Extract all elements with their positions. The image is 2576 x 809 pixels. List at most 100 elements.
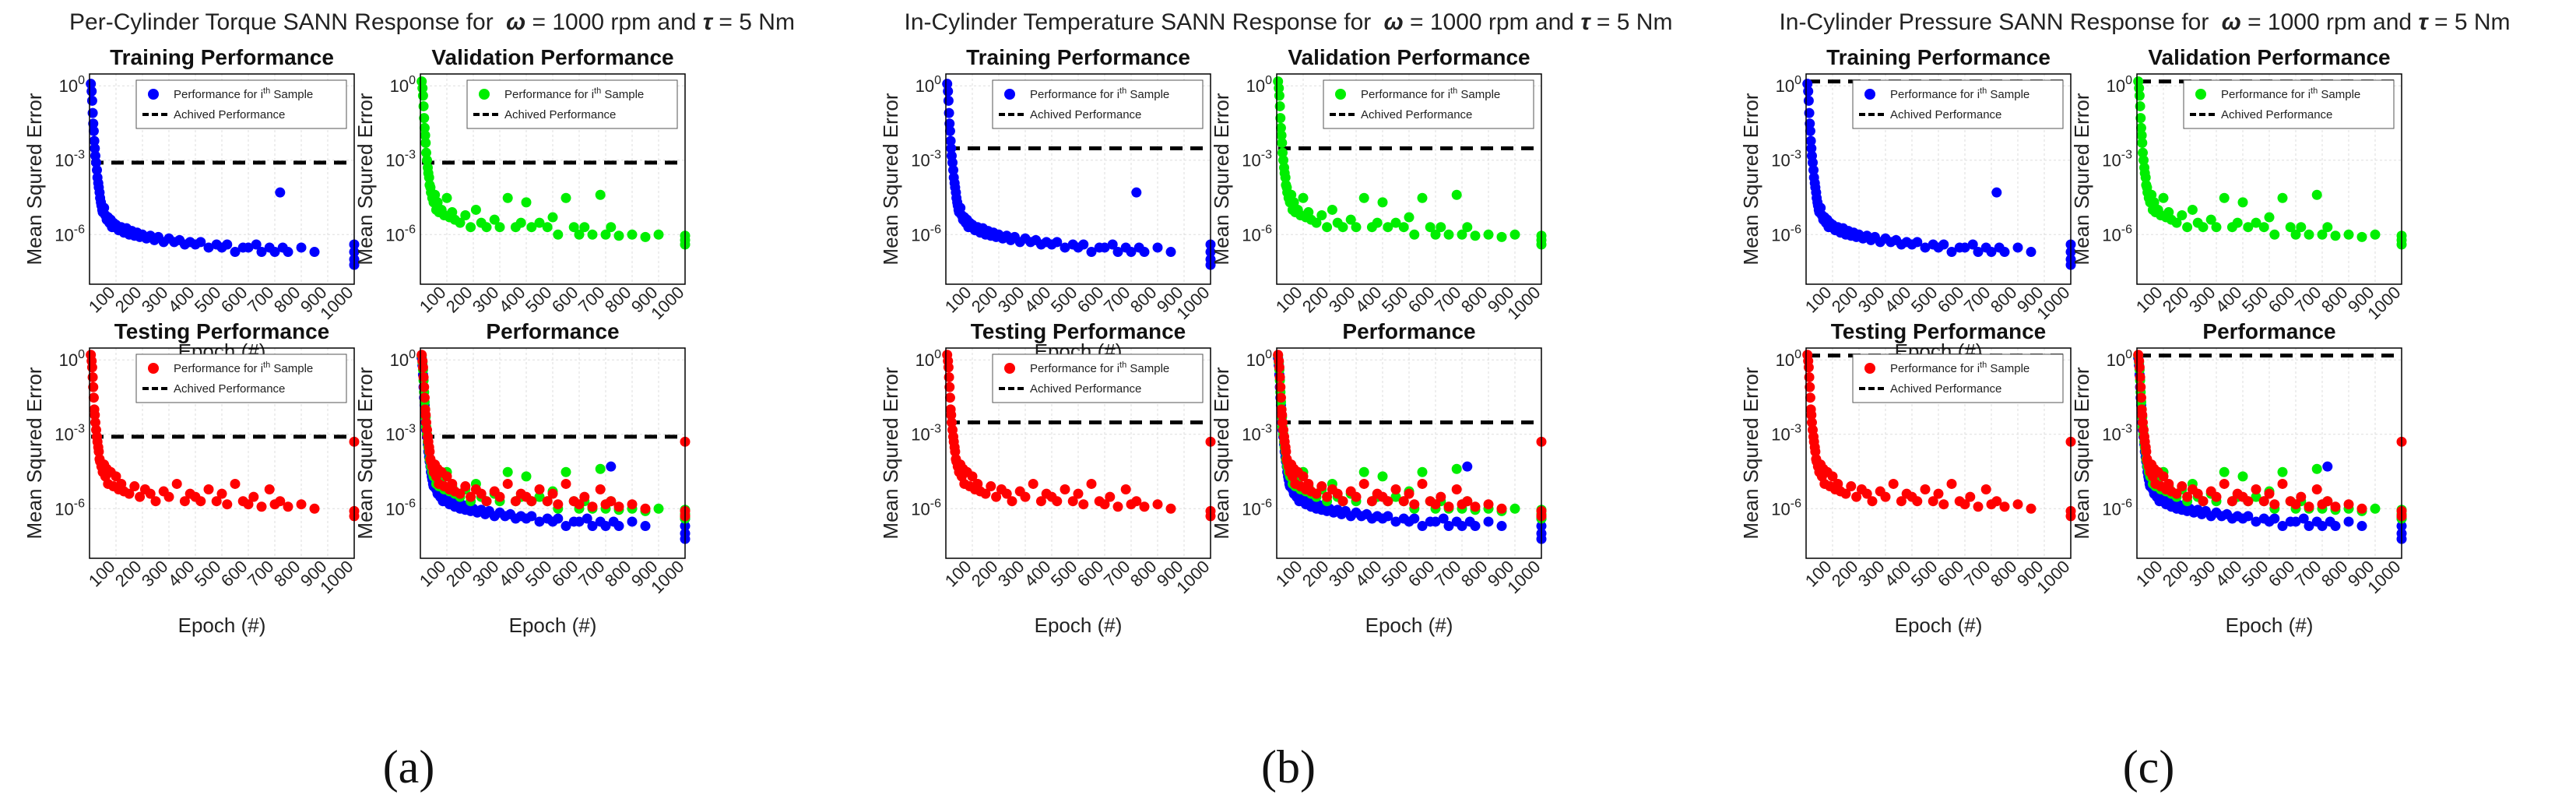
testing-point [150, 496, 161, 507]
testing-point [542, 496, 553, 507]
legend-marker [1864, 363, 1875, 374]
validation-point [1409, 229, 1420, 240]
legend-sample-label: Performance for ith Sample [1890, 361, 2030, 375]
testing-point [2135, 392, 2146, 403]
legend-box [135, 79, 347, 129]
validation-point [534, 491, 545, 502]
training-point [1457, 521, 1467, 532]
testing-point [1980, 484, 1991, 495]
validation-point [515, 217, 526, 228]
validation-point [2135, 122, 2146, 133]
training-point [943, 86, 954, 97]
testing-point [547, 488, 558, 499]
legend-sample-label: Performance for ith Sample [1030, 86, 1169, 101]
validation-point [422, 155, 432, 166]
training-point [1808, 157, 1818, 168]
testing-point [1274, 371, 1285, 382]
training-point [1938, 239, 1949, 250]
validation-point [2149, 197, 2160, 208]
legend-achieved-label: Achived Performance [1361, 108, 1472, 121]
validation-point [1345, 214, 1356, 225]
testing-point [2192, 488, 2203, 499]
training-point [1912, 237, 1923, 248]
validation-point [1390, 217, 1401, 228]
testing-point [1404, 488, 1415, 499]
testing-point [2026, 503, 2037, 514]
legend-achieved-label: Achived Performance [504, 108, 616, 121]
validation-point [1451, 189, 1462, 200]
legend-marker [1004, 363, 1015, 374]
legend-achieved-label: Achived Performance [1890, 382, 2001, 396]
y-tick-label: 10-3 [1242, 423, 1272, 445]
testing-point [2356, 503, 2367, 514]
training-point [275, 187, 286, 198]
validation-point [1483, 229, 1494, 240]
testing-point [2134, 362, 2145, 373]
subplot-b-2: Validation Performance100200300400500600… [1210, 45, 1547, 323]
legend-sample-label: Performance for ith Sample [504, 86, 644, 101]
y-tick-label: 100 [1776, 74, 1801, 96]
legend: Performance for ith Sample Achived Perfor… [1852, 353, 2064, 403]
legend: Performance for ith Sample Achived Perfor… [466, 79, 678, 129]
testing-point [1152, 499, 1163, 510]
legend: Performance for ith Sample Achived Perfor… [135, 353, 347, 403]
testing-point [1007, 496, 1017, 507]
testing-point [1806, 417, 1817, 428]
validation-point [2137, 147, 2148, 158]
testing-point [2264, 488, 2275, 499]
panel-a-tau-value: = 5 Nm [719, 9, 795, 35]
training-point [640, 521, 651, 532]
validation-point [1298, 192, 1309, 203]
legend-achieved-label: Achived Performance [174, 108, 285, 121]
validation-point [595, 463, 606, 474]
testing-point [93, 446, 104, 457]
validation-point [2134, 90, 2145, 101]
legend-box [135, 353, 347, 403]
testing-point [1020, 491, 1031, 502]
training-point [296, 242, 307, 253]
validation-point [470, 204, 481, 215]
training-point [2012, 242, 2023, 253]
training-point [86, 86, 97, 97]
testing-point [574, 499, 585, 510]
validation-point [1316, 210, 1327, 221]
training-point [1383, 511, 1393, 522]
testing-point [145, 488, 156, 499]
testing-point [1277, 410, 1288, 420]
training-point [1967, 239, 1978, 250]
y-tick-label: 100 [1246, 348, 1272, 370]
axes-box [2136, 73, 2402, 285]
training-point [1973, 247, 1984, 258]
validation-point [1417, 466, 1428, 477]
testing-point [1840, 488, 1851, 499]
y-tick-label: 100 [390, 348, 416, 370]
testing-point [1806, 410, 1817, 420]
validation-point [600, 229, 611, 240]
testing-point [2137, 417, 2148, 428]
testing-point [1366, 496, 1377, 507]
training-point [948, 164, 959, 175]
testing-point [1805, 382, 1815, 392]
validation-point [1451, 463, 1462, 474]
validation-point [1358, 466, 1369, 477]
testing-point [86, 362, 97, 373]
testing-point [1888, 478, 1899, 489]
training-point [1165, 247, 1176, 258]
testing-point [466, 491, 476, 502]
testing-point [526, 496, 537, 507]
testing-point [494, 491, 505, 502]
testing-point [2269, 499, 2280, 510]
validation-point [1280, 172, 1291, 183]
legend-box [1323, 79, 1534, 129]
validation-point [418, 100, 429, 111]
validation-point [2182, 222, 2193, 233]
validation-point [420, 147, 431, 158]
legend: Performance for ith Sample Achived Perfor… [992, 353, 1204, 403]
validation-point [2330, 230, 2341, 241]
testing-point [1896, 496, 1907, 507]
validation-point [466, 222, 476, 233]
testing-point [419, 382, 430, 392]
subplot-a-4: Performance10020030040050060070080090010… [353, 319, 691, 637]
testing-point [944, 371, 954, 382]
validation-point [1276, 130, 1287, 141]
